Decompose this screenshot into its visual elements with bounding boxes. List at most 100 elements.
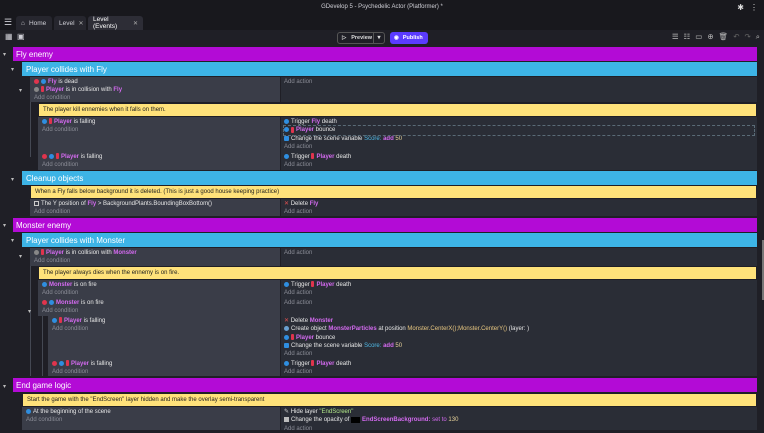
scrollbar[interactable] (762, 240, 764, 300)
condition[interactable]: Player is falling (42, 153, 276, 161)
group-monster-enemy[interactable]: Monster enemy (13, 218, 757, 232)
comment[interactable]: The player always dies when the ennemy i… (38, 266, 757, 280)
add-condition[interactable]: Add condition (34, 258, 71, 264)
objects-panel-icon[interactable]: ▦ (5, 32, 13, 41)
action[interactable]: ✕ Delete Fly (284, 201, 319, 207)
collapse-arrow[interactable]: ▾ (19, 254, 23, 260)
more-menu-icon[interactable]: ⋮ (750, 3, 758, 12)
add-condition[interactable]: Add condition (34, 95, 71, 101)
action[interactable]: Change the opacity of EndScreenBackgroun… (284, 416, 754, 424)
add-condition[interactable]: Add condition (42, 162, 79, 168)
collapse-arrow[interactable]: ▾ (11, 67, 15, 73)
event-conditions[interactable]: The Y position of Fly > BackgroundPlants… (30, 199, 281, 216)
properties-icon[interactable]: ▣ (17, 32, 25, 41)
action[interactable]: Player bounce (283, 125, 755, 136)
group-fly-enemy[interactable]: Fly enemy (13, 47, 757, 61)
menu-icon[interactable]: ☰ (4, 17, 13, 27)
add-condition[interactable]: Add condition (34, 209, 71, 215)
add-action[interactable]: Add action (284, 250, 313, 256)
redo-icon[interactable]: ↷ (744, 32, 751, 41)
publish-button[interactable]: ◉ Publish (390, 32, 428, 44)
add-subevent-icon[interactable]: ☷ (683, 32, 691, 41)
collapse-arrow[interactable]: ▾ (28, 309, 32, 315)
event-conditions[interactable]: Monster is on fire Add condition (38, 298, 281, 316)
comment[interactable]: Start the game with the "EndScreen" laye… (22, 393, 757, 407)
event-actions[interactable]: Trigger Player death Add action (281, 280, 757, 298)
add-action[interactable]: Add action (284, 300, 313, 306)
condition[interactable]: Player is falling (42, 118, 276, 126)
condition[interactable]: Player is in collision with Monster (34, 249, 276, 257)
add-condition[interactable]: Add condition (26, 417, 63, 423)
condition[interactable]: The Y position of Fly > BackgroundPlants… (34, 200, 276, 208)
action[interactable]: Player bounce (284, 334, 754, 342)
action[interactable]: ✎ Hide layer "EndScreen" (284, 409, 354, 415)
extension-icon[interactable]: ✱ (737, 3, 744, 12)
action[interactable]: ✕ Delete Monster (284, 318, 334, 324)
event-actions[interactable]: Trigger Player death Add action (281, 152, 757, 170)
undo-icon[interactable]: ↶ (733, 32, 740, 41)
delete-icon[interactable]: 🗑 (718, 32, 729, 41)
action[interactable]: Change the scene variable Score: add 50 (284, 342, 754, 350)
action[interactable]: Trigger Player death (284, 281, 754, 289)
collapse-arrow[interactable]: ▾ (3, 52, 7, 58)
event-conditions[interactable]: Player is falling Add condition (48, 316, 281, 359)
add-event-icon[interactable]: ☰ (671, 32, 679, 41)
add-other-icon[interactable]: ⊕ (707, 32, 714, 41)
group-cleanup-objects[interactable]: Cleanup objects (22, 171, 757, 185)
group-end-game-logic[interactable]: End game logic (13, 378, 757, 392)
add-condition[interactable]: Add condition (42, 308, 79, 314)
add-action[interactable]: Add action (284, 143, 313, 150)
condition[interactable]: At the beginning of the scene (26, 408, 276, 416)
group-player-collides-monster[interactable]: Player collides with Monster (22, 233, 757, 247)
tab-home[interactable]: ⌂ Home (16, 16, 52, 30)
action[interactable]: Trigger Fly death (284, 118, 754, 126)
add-condition[interactable]: Add condition (42, 127, 79, 133)
add-action[interactable]: Add action (284, 162, 313, 169)
event-actions[interactable]: ✕ Delete Monster Create object MonsterPa… (281, 316, 757, 359)
event-conditions[interactable]: Player is falling Add condition (38, 117, 281, 152)
add-action[interactable]: Add action (284, 209, 313, 216)
event-conditions[interactable]: At the beginning of the scene Add condit… (22, 407, 281, 430)
collapse-arrow[interactable]: ▾ (11, 177, 15, 183)
close-icon[interactable]: ✕ (78, 20, 84, 27)
collapse-arrow[interactable]: ▾ (3, 223, 7, 229)
event-actions[interactable]: ✕ Delete Fly Add action (281, 199, 757, 216)
event-actions[interactable]: Trigger Player death Add action (281, 359, 757, 376)
add-comment-icon[interactable]: ▭ (695, 32, 703, 41)
event-actions[interactable]: Add action (281, 248, 757, 266)
event-actions[interactable]: Add action (281, 298, 757, 316)
event-conditions[interactable]: Monster is on fire Add condition (38, 280, 281, 298)
condition[interactable]: Player is falling (52, 317, 276, 325)
condition[interactable]: Player is falling (52, 360, 276, 368)
preview-button[interactable]: ▷ Preview ▾ (337, 32, 385, 44)
search-icon[interactable]: ⌕ (755, 32, 760, 41)
add-action[interactable]: Add action (284, 425, 313, 432)
add-action[interactable]: Add action (284, 351, 313, 358)
event-actions[interactable]: Add action (281, 77, 757, 102)
group-player-collides-fly[interactable]: Player collides with Fly (22, 62, 757, 76)
tab-level[interactable]: Level ✕ (54, 16, 86, 30)
collapse-arrow[interactable]: ▾ (3, 384, 7, 390)
chevron-down-icon[interactable]: ▾ (373, 33, 384, 43)
action[interactable]: Create object MonsterParticles at positi… (284, 325, 754, 333)
event-actions[interactable]: Trigger Fly death Player bounce Change t… (281, 117, 757, 152)
add-action[interactable]: Add action (284, 290, 313, 297)
event-conditions[interactable]: Player is falling Add condition (38, 152, 281, 170)
condition[interactable]: Monster is on fire (42, 281, 276, 289)
condition[interactable]: Player is in collision with Fly (34, 86, 276, 94)
comment[interactable]: When a Fly falls below background it is … (30, 185, 757, 199)
condition[interactable]: Monster is on fire (42, 299, 276, 307)
action[interactable]: Change the scene variable Score: add 50 (284, 135, 754, 143)
event-actions[interactable]: ✎ Hide layer "EndScreen" Change the opac… (281, 407, 757, 432)
event-conditions[interactable]: Player is in collision with Monster Add … (30, 248, 281, 266)
condition[interactable]: Fly is dead (34, 78, 276, 86)
tab-level-events[interactable]: Level (Events) ✕ (88, 16, 143, 30)
action[interactable]: Trigger Player death (284, 360, 754, 368)
add-condition[interactable]: Add condition (52, 369, 89, 375)
add-condition[interactable]: Add condition (52, 326, 89, 332)
comment[interactable]: The player kill ennemies when it falls o… (38, 103, 757, 117)
event-conditions[interactable]: Player is falling Add condition (48, 359, 281, 376)
add-action[interactable]: Add action (284, 79, 313, 85)
close-icon[interactable]: ✕ (132, 20, 138, 27)
collapse-arrow[interactable]: ▾ (11, 238, 15, 244)
